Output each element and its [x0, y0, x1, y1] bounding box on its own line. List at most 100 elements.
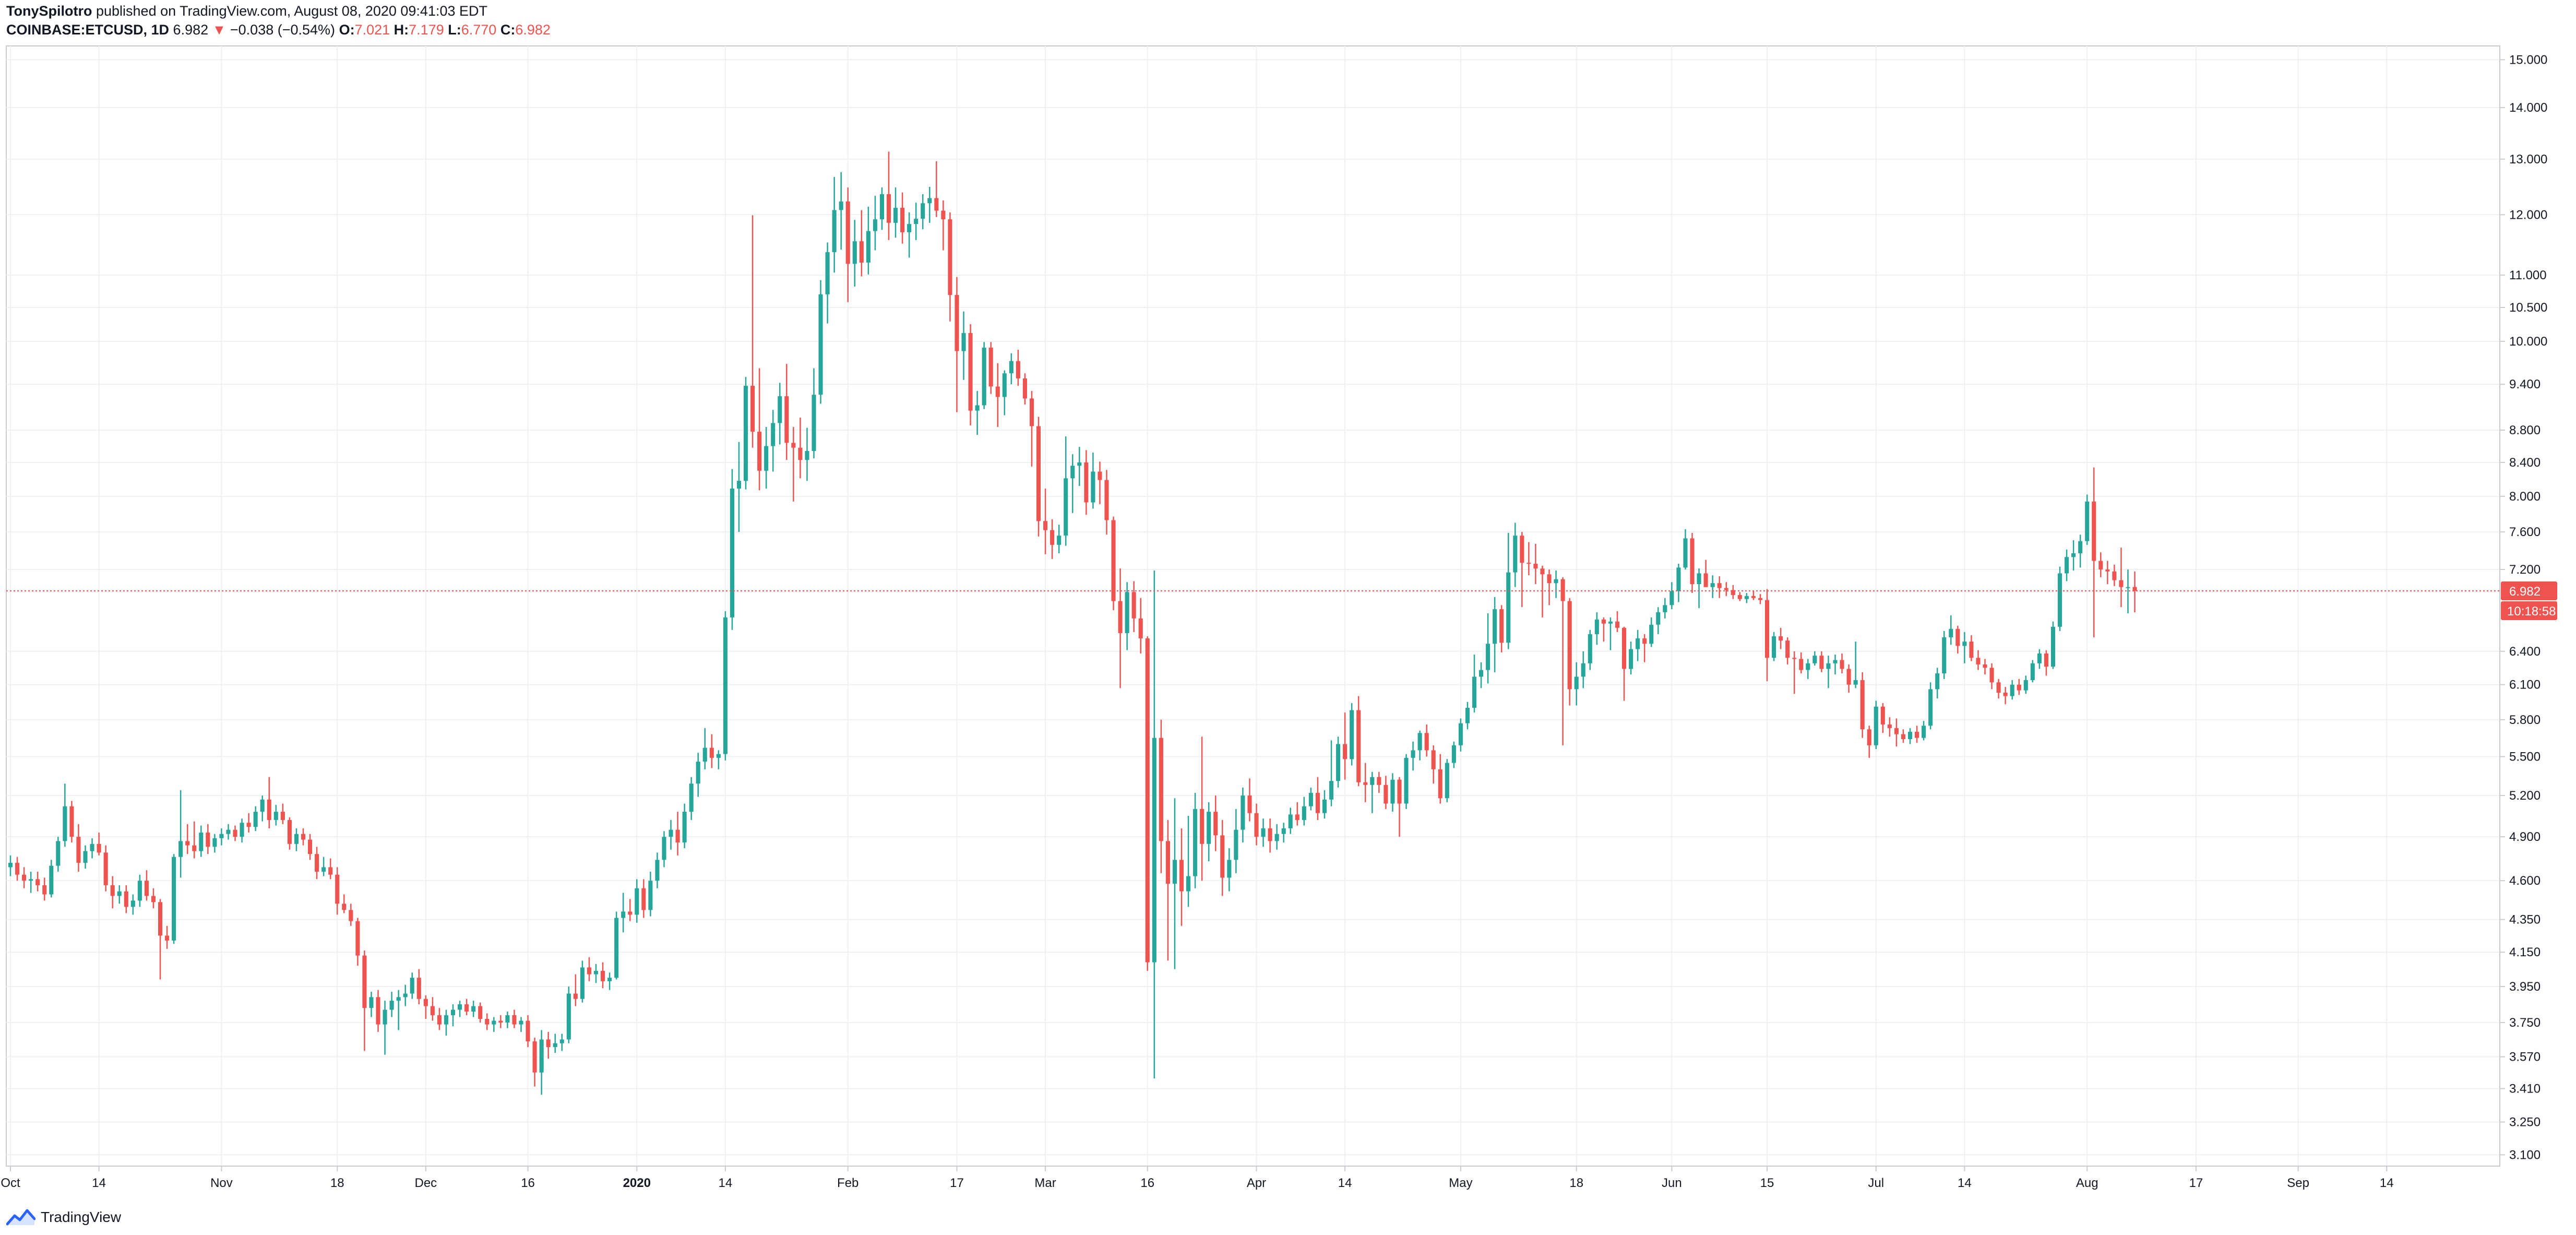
candle-body[interactable]	[1819, 656, 1824, 669]
candle-body[interactable]	[83, 851, 88, 863]
candle-body[interactable]	[1601, 619, 1606, 624]
candle-body[interactable]	[825, 252, 830, 294]
candle-body[interactable]	[246, 823, 251, 827]
candle-body[interactable]	[1322, 799, 1327, 813]
candle-body[interactable]	[968, 333, 973, 411]
candle-body[interactable]	[2030, 663, 2035, 680]
candle-body[interactable]	[2126, 587, 2130, 588]
candle-body[interactable]	[1445, 763, 1449, 799]
candle-body[interactable]	[1642, 638, 1647, 644]
candle-body[interactable]	[1928, 689, 1933, 726]
candle-body[interactable]	[1833, 660, 1838, 663]
candle-body[interactable]	[97, 844, 101, 853]
candle-body[interactable]	[2050, 626, 2056, 667]
candle-body[interactable]	[144, 881, 149, 896]
candle-body[interactable]	[1186, 876, 1191, 892]
candle-body[interactable]	[607, 978, 612, 981]
candle-body[interactable]	[709, 747, 714, 758]
candle-body[interactable]	[1213, 812, 1218, 836]
candle-body[interactable]	[628, 911, 633, 915]
candle-body[interactable]	[1302, 806, 1306, 820]
candle-body[interactable]	[498, 1020, 503, 1023]
candle-body[interactable]	[342, 904, 347, 910]
candle-body[interactable]	[1608, 621, 1613, 624]
candle-body[interactable]	[130, 900, 135, 907]
candle-body[interactable]	[2017, 684, 2021, 691]
candle-body[interactable]	[1669, 591, 1674, 605]
candle-body[interactable]	[641, 888, 646, 910]
candle-body[interactable]	[771, 423, 776, 446]
candle-body[interactable]	[49, 865, 54, 895]
candle-body[interactable]	[1016, 361, 1020, 378]
candle-body[interactable]	[1159, 738, 1163, 841]
candle-body[interactable]	[2057, 573, 2062, 627]
candle-body[interactable]	[927, 198, 932, 204]
candle-body[interactable]	[1084, 462, 1089, 503]
candle-body[interactable]	[1288, 814, 1293, 828]
candle-body[interactable]	[1179, 860, 1184, 892]
candle-body[interactable]	[315, 854, 319, 872]
candle-body[interactable]	[648, 881, 653, 910]
candle-body[interactable]	[151, 896, 156, 903]
candle-body[interactable]	[212, 838, 217, 847]
candle-body[interactable]	[1057, 536, 1062, 545]
candle-body[interactable]	[689, 783, 694, 812]
candle-body[interactable]	[178, 841, 183, 857]
candle-body[interactable]	[35, 879, 40, 885]
candle-body[interactable]	[267, 799, 271, 820]
candle-body[interactable]	[907, 224, 912, 232]
candle-body[interactable]	[1574, 676, 1579, 690]
candle-body[interactable]	[294, 834, 299, 844]
candle-body[interactable]	[1955, 628, 1960, 646]
candle-body[interactable]	[566, 993, 571, 1040]
candle-body[interactable]	[1268, 828, 1272, 841]
candle-body[interactable]	[1022, 378, 1027, 399]
candle-body[interactable]	[757, 432, 762, 471]
candle-body[interactable]	[1942, 637, 1947, 674]
candle-body[interactable]	[1663, 605, 1667, 612]
candle-body[interactable]	[1554, 579, 1558, 584]
candle-body[interactable]	[430, 1006, 435, 1015]
candle-body[interactable]	[1922, 726, 1926, 738]
candle-body[interactable]	[1976, 658, 1981, 664]
candle-body[interactable]	[29, 879, 33, 881]
candle-body[interactable]	[669, 829, 673, 837]
candle-body[interactable]	[778, 396, 782, 423]
candle-body[interactable]	[1050, 530, 1055, 545]
candle-body[interactable]	[478, 1006, 483, 1019]
candle-body[interactable]	[1424, 733, 1429, 751]
candle-body[interactable]	[2023, 680, 2028, 691]
tradingview-brand[interactable]: TradingView	[41, 1209, 122, 1225]
candle-body[interactable]	[376, 997, 380, 1025]
candle-body[interactable]	[716, 754, 721, 758]
candle-body[interactable]	[2098, 561, 2103, 570]
candle-body[interactable]	[76, 837, 81, 863]
candle-body[interactable]	[982, 347, 986, 406]
candle-body[interactable]	[961, 333, 966, 351]
candle-body[interactable]	[1111, 520, 1116, 601]
candle-body[interactable]	[1438, 769, 1442, 799]
candle-body[interactable]	[1996, 682, 2001, 693]
candle-body[interactable]	[539, 1039, 544, 1073]
candle-body[interactable]	[1792, 658, 1797, 659]
candle-body[interactable]	[730, 488, 734, 618]
candle-body[interactable]	[696, 762, 700, 784]
candle-body[interactable]	[975, 405, 980, 411]
candle-body[interactable]	[852, 241, 857, 264]
candle-body[interactable]	[1234, 829, 1238, 860]
candle-body[interactable]	[42, 885, 47, 895]
candle-body[interactable]	[2078, 541, 2083, 553]
candle-body[interactable]	[15, 862, 20, 875]
candle-body[interactable]	[450, 1010, 456, 1015]
candle-body[interactable]	[1363, 782, 1368, 785]
candle-body[interactable]	[219, 834, 224, 838]
candle-body[interactable]	[2037, 653, 2042, 663]
candle-body[interactable]	[206, 833, 210, 847]
candle-body[interactable]	[1840, 660, 1844, 669]
symbol-label[interactable]: COINBASE:ETCUSD, 1D	[6, 22, 170, 38]
candle-body[interactable]	[1935, 673, 1940, 690]
candle-body[interactable]	[1064, 478, 1068, 536]
candle-body[interactable]	[1397, 779, 1402, 804]
candle-body[interactable]	[1914, 731, 1919, 738]
